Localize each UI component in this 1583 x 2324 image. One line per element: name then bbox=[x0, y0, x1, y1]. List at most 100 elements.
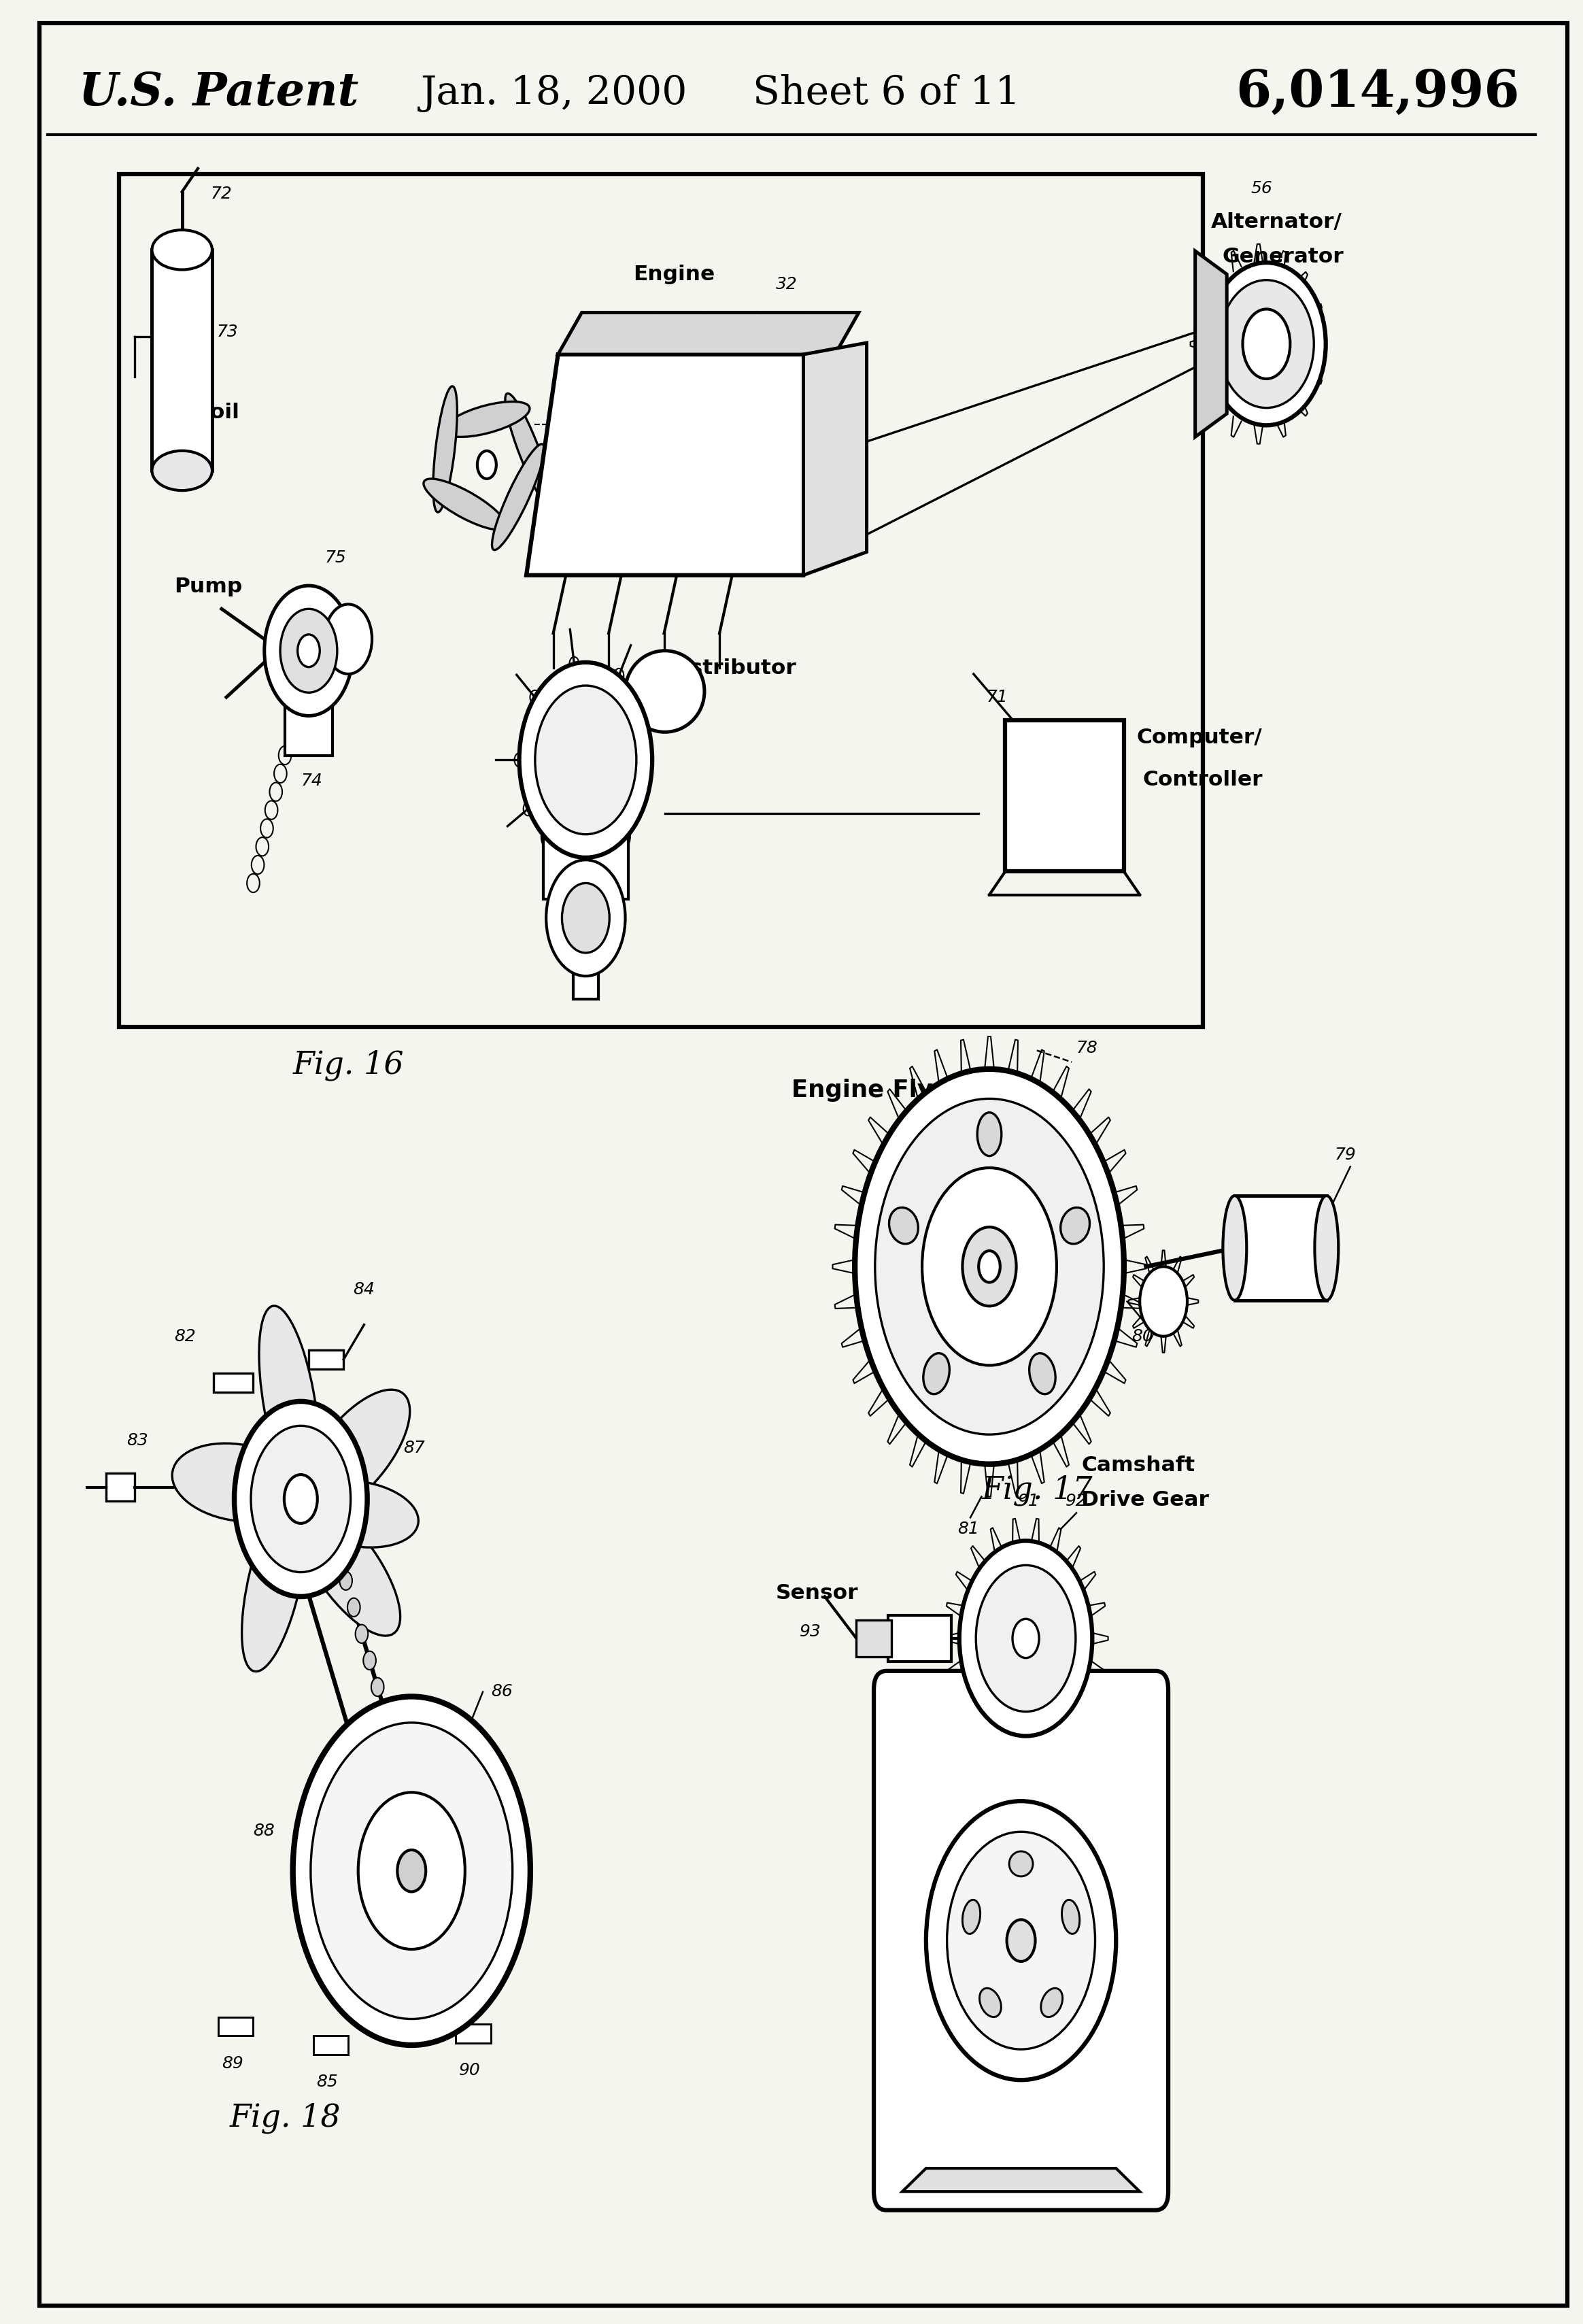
Circle shape bbox=[280, 609, 337, 693]
Text: Sheet 6 of 11: Sheet 6 of 11 bbox=[754, 74, 1019, 112]
Circle shape bbox=[978, 1250, 1000, 1283]
Text: Camshaft: Camshaft bbox=[1081, 1455, 1195, 1476]
Text: Engine Flywheel: Engine Flywheel bbox=[792, 1078, 1013, 1102]
Bar bbox=[152, 251, 212, 469]
Bar bbox=[285, 686, 332, 755]
Text: 71: 71 bbox=[986, 688, 1008, 704]
Ellipse shape bbox=[173, 1443, 301, 1522]
Text: 90: 90 bbox=[459, 2061, 481, 2078]
Polygon shape bbox=[902, 2168, 1140, 2192]
Polygon shape bbox=[803, 342, 866, 574]
Ellipse shape bbox=[1042, 1987, 1062, 2017]
Ellipse shape bbox=[294, 1499, 400, 1636]
Text: Fig. 17: Fig. 17 bbox=[981, 1476, 1092, 1506]
Circle shape bbox=[1140, 1267, 1187, 1336]
Text: 32: 32 bbox=[776, 277, 798, 293]
Ellipse shape bbox=[923, 1353, 950, 1394]
Ellipse shape bbox=[505, 393, 552, 504]
Circle shape bbox=[614, 669, 624, 683]
Circle shape bbox=[358, 1792, 465, 1950]
Circle shape bbox=[378, 1703, 391, 1722]
Circle shape bbox=[1013, 1620, 1038, 1657]
Text: 79: 79 bbox=[1334, 1146, 1357, 1162]
Text: 86: 86 bbox=[491, 1683, 513, 1699]
Ellipse shape bbox=[301, 1390, 410, 1515]
Circle shape bbox=[921, 1167, 1056, 1364]
Circle shape bbox=[559, 844, 568, 858]
Text: 83: 83 bbox=[127, 1432, 149, 1448]
Text: 78: 78 bbox=[1076, 1039, 1099, 1055]
Text: Distributor: Distributor bbox=[665, 658, 796, 679]
Bar bbox=[856, 1620, 891, 1657]
Text: U.S. Patent: U.S. Patent bbox=[79, 70, 359, 116]
Text: Fig. 19: Fig. 19 bbox=[910, 2126, 1021, 2157]
Bar bbox=[313, 2036, 348, 2054]
Circle shape bbox=[386, 1731, 399, 1750]
Bar bbox=[119, 174, 1203, 1027]
Circle shape bbox=[524, 802, 533, 816]
Text: Pump: Pump bbox=[174, 576, 242, 597]
Circle shape bbox=[347, 1599, 359, 1618]
Circle shape bbox=[355, 1624, 367, 1643]
Circle shape bbox=[875, 1099, 1103, 1434]
Text: 74: 74 bbox=[301, 772, 323, 788]
Circle shape bbox=[530, 690, 540, 704]
Circle shape bbox=[397, 1850, 426, 1892]
Circle shape bbox=[638, 704, 647, 718]
Circle shape bbox=[234, 1401, 367, 1597]
Text: 56: 56 bbox=[1251, 179, 1273, 195]
FancyBboxPatch shape bbox=[874, 1671, 1168, 2210]
Text: Fig. 18: Fig. 18 bbox=[230, 2103, 340, 2133]
Circle shape bbox=[519, 662, 652, 858]
Ellipse shape bbox=[1061, 1208, 1089, 1243]
Ellipse shape bbox=[242, 1494, 306, 1671]
Circle shape bbox=[325, 604, 372, 674]
Ellipse shape bbox=[152, 230, 212, 270]
Bar bbox=[214, 1373, 253, 1392]
Bar bbox=[543, 830, 628, 899]
Text: 72: 72 bbox=[211, 186, 233, 202]
Circle shape bbox=[476, 451, 495, 479]
Text: 82: 82 bbox=[174, 1327, 196, 1343]
Text: 92: 92 bbox=[1065, 1492, 1088, 1508]
Circle shape bbox=[926, 1801, 1116, 2080]
Bar bbox=[218, 2017, 253, 2036]
Circle shape bbox=[298, 634, 320, 667]
Text: 6,014,996: 6,014,996 bbox=[1236, 67, 1520, 119]
Circle shape bbox=[975, 1566, 1075, 1710]
Circle shape bbox=[394, 1757, 407, 1776]
Ellipse shape bbox=[1219, 279, 1314, 409]
Circle shape bbox=[293, 1697, 530, 2045]
Circle shape bbox=[855, 1069, 1124, 1464]
Circle shape bbox=[562, 883, 609, 953]
Circle shape bbox=[546, 860, 625, 976]
Text: 89: 89 bbox=[222, 2054, 244, 2071]
Ellipse shape bbox=[492, 444, 545, 551]
Text: Fig. 16: Fig. 16 bbox=[293, 1050, 404, 1081]
Circle shape bbox=[1007, 1920, 1035, 1961]
Ellipse shape bbox=[260, 1306, 320, 1497]
Text: 80: 80 bbox=[1132, 1327, 1154, 1343]
Ellipse shape bbox=[1008, 1852, 1032, 1875]
Bar bbox=[888, 1615, 951, 1662]
Circle shape bbox=[959, 1541, 1092, 1736]
Text: Sensor: Sensor bbox=[776, 1583, 858, 1604]
Circle shape bbox=[323, 1518, 336, 1536]
Bar bbox=[106, 1473, 135, 1501]
Circle shape bbox=[947, 1831, 1095, 2050]
Circle shape bbox=[264, 586, 353, 716]
Ellipse shape bbox=[434, 386, 457, 511]
Text: 87: 87 bbox=[404, 1439, 426, 1455]
Text: 76: 76 bbox=[614, 792, 636, 809]
Circle shape bbox=[535, 686, 636, 834]
Ellipse shape bbox=[1062, 1899, 1080, 1934]
Text: Controller: Controller bbox=[1143, 769, 1263, 790]
Ellipse shape bbox=[1222, 1195, 1246, 1299]
Text: 81: 81 bbox=[958, 1520, 980, 1536]
Ellipse shape bbox=[443, 402, 530, 437]
Circle shape bbox=[363, 1650, 375, 1669]
Circle shape bbox=[402, 1785, 415, 1803]
Circle shape bbox=[410, 1810, 423, 1829]
Ellipse shape bbox=[424, 479, 505, 530]
Text: Alternator/: Alternator/ bbox=[1211, 211, 1342, 232]
